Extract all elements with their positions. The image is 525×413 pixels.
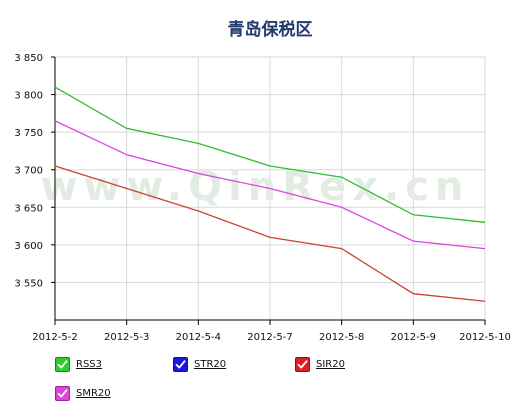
- x-tick-label: 2012-5-10: [459, 332, 511, 343]
- y-tick-label: 3 800: [14, 91, 43, 102]
- x-tick-label: 2012-5-7: [247, 332, 292, 343]
- x-tick-label: 2012-5-4: [176, 332, 221, 343]
- legend-item-sir20[interactable]: SIR20: [295, 357, 345, 372]
- legend-label[interactable]: RSS3: [76, 359, 103, 370]
- y-tick-label: 3 550: [14, 278, 43, 289]
- checkbox-icon[interactable]: [295, 357, 310, 372]
- series-line-sir20: [54, 165, 486, 302]
- axes: [51, 56, 486, 325]
- x-tick-label: 2012-5-9: [391, 332, 436, 343]
- checkbox-icon[interactable]: [173, 357, 188, 372]
- legend-label[interactable]: SIR20: [316, 359, 345, 370]
- checkbox-icon[interactable]: [55, 386, 70, 401]
- checkbox-icon[interactable]: [55, 357, 70, 372]
- y-tick-label: 3 600: [14, 241, 43, 252]
- tick-labels: 3 550 3 600 3 650 3 700 3 750 3 800 3 850 2012-…: [14, 53, 511, 343]
- x-tick-label: 2012-5-2: [32, 332, 77, 343]
- y-tick-label: 3 700: [14, 166, 43, 177]
- y-tick-label: 3 750: [14, 128, 43, 139]
- y-tick-label: 3 650: [14, 203, 43, 214]
- legend-label[interactable]: STR20: [194, 359, 227, 370]
- series-line-smr20: [54, 120, 486, 250]
- x-tick-label: 2012-5-3: [104, 332, 149, 343]
- legend-label[interactable]: SMR20: [76, 388, 111, 399]
- legend-item-rss3[interactable]: RSS3: [55, 357, 102, 372]
- series-line-rss3: [54, 86, 486, 223]
- y-tick-label: 3 850: [14, 53, 43, 64]
- legend-item-smr20[interactable]: SMR20: [55, 386, 111, 401]
- watermark: www.QinRex.cn: [41, 164, 470, 210]
- series: [54, 86, 486, 302]
- legend-item-str20[interactable]: STR20: [173, 357, 226, 372]
- grid: [54, 56, 486, 320]
- x-tick-label: 2012-5-8: [319, 332, 364, 343]
- chart-title: 青岛保税区: [228, 19, 313, 40]
